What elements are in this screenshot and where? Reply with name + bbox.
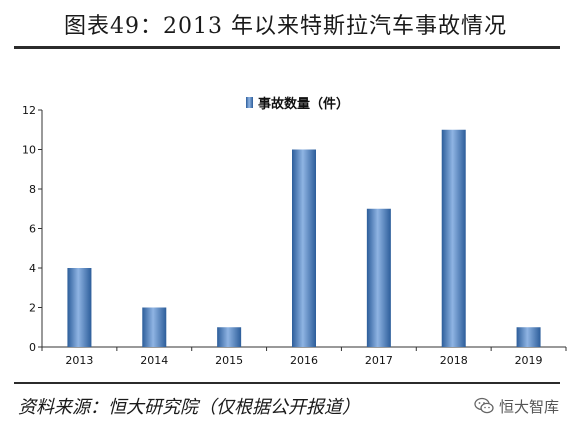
x-tick-label: 2013 (65, 354, 93, 367)
x-tick-label: 2015 (215, 354, 243, 367)
y-axis: 0 2 4 6 8 10 12 (22, 104, 43, 354)
bar-2019 (516, 327, 541, 347)
watermark-text: 恒大智库 (498, 397, 559, 416)
y-tick-label: 6 (29, 223, 36, 236)
x-tick-label: 2014 (140, 354, 168, 367)
legend-swatch (246, 97, 253, 108)
y-tick-label: 2 (29, 302, 36, 315)
y-tick-label: 10 (22, 144, 36, 157)
title-divider (14, 46, 560, 49)
bar-2016 (292, 149, 316, 347)
legend: 事故数量（件） (246, 96, 349, 112)
bar-2013 (67, 268, 92, 347)
wechat-icon (474, 397, 494, 414)
x-tick-label: 2016 (290, 354, 318, 367)
watermark: 恒大智库 (473, 395, 559, 417)
x-axis: 2013 2014 2015 2016 2017 2018 2019 (41, 346, 567, 367)
x-tick-label: 2018 (440, 354, 468, 367)
source-note: 资料来源：恒大研究院（仅根据公开报道） (18, 397, 360, 418)
chart-title: 图表49：2013 年以来特斯拉汽车事故情况 (64, 14, 507, 39)
x-tick-label: 2019 (515, 354, 543, 367)
y-tick-label: 4 (29, 262, 36, 275)
bar-series (67, 129, 541, 347)
footer-divider (14, 382, 560, 384)
bar-2017 (366, 208, 391, 347)
y-tick-label: 8 (29, 183, 36, 196)
legend-label: 事故数量（件） (258, 96, 349, 112)
x-tick-label: 2017 (365, 354, 393, 367)
bar-2014 (142, 307, 167, 347)
bar-2018 (441, 129, 466, 347)
y-tick-label: 0 (29, 341, 36, 354)
y-tick-label: 12 (22, 104, 36, 117)
bar-2015 (217, 327, 242, 347)
